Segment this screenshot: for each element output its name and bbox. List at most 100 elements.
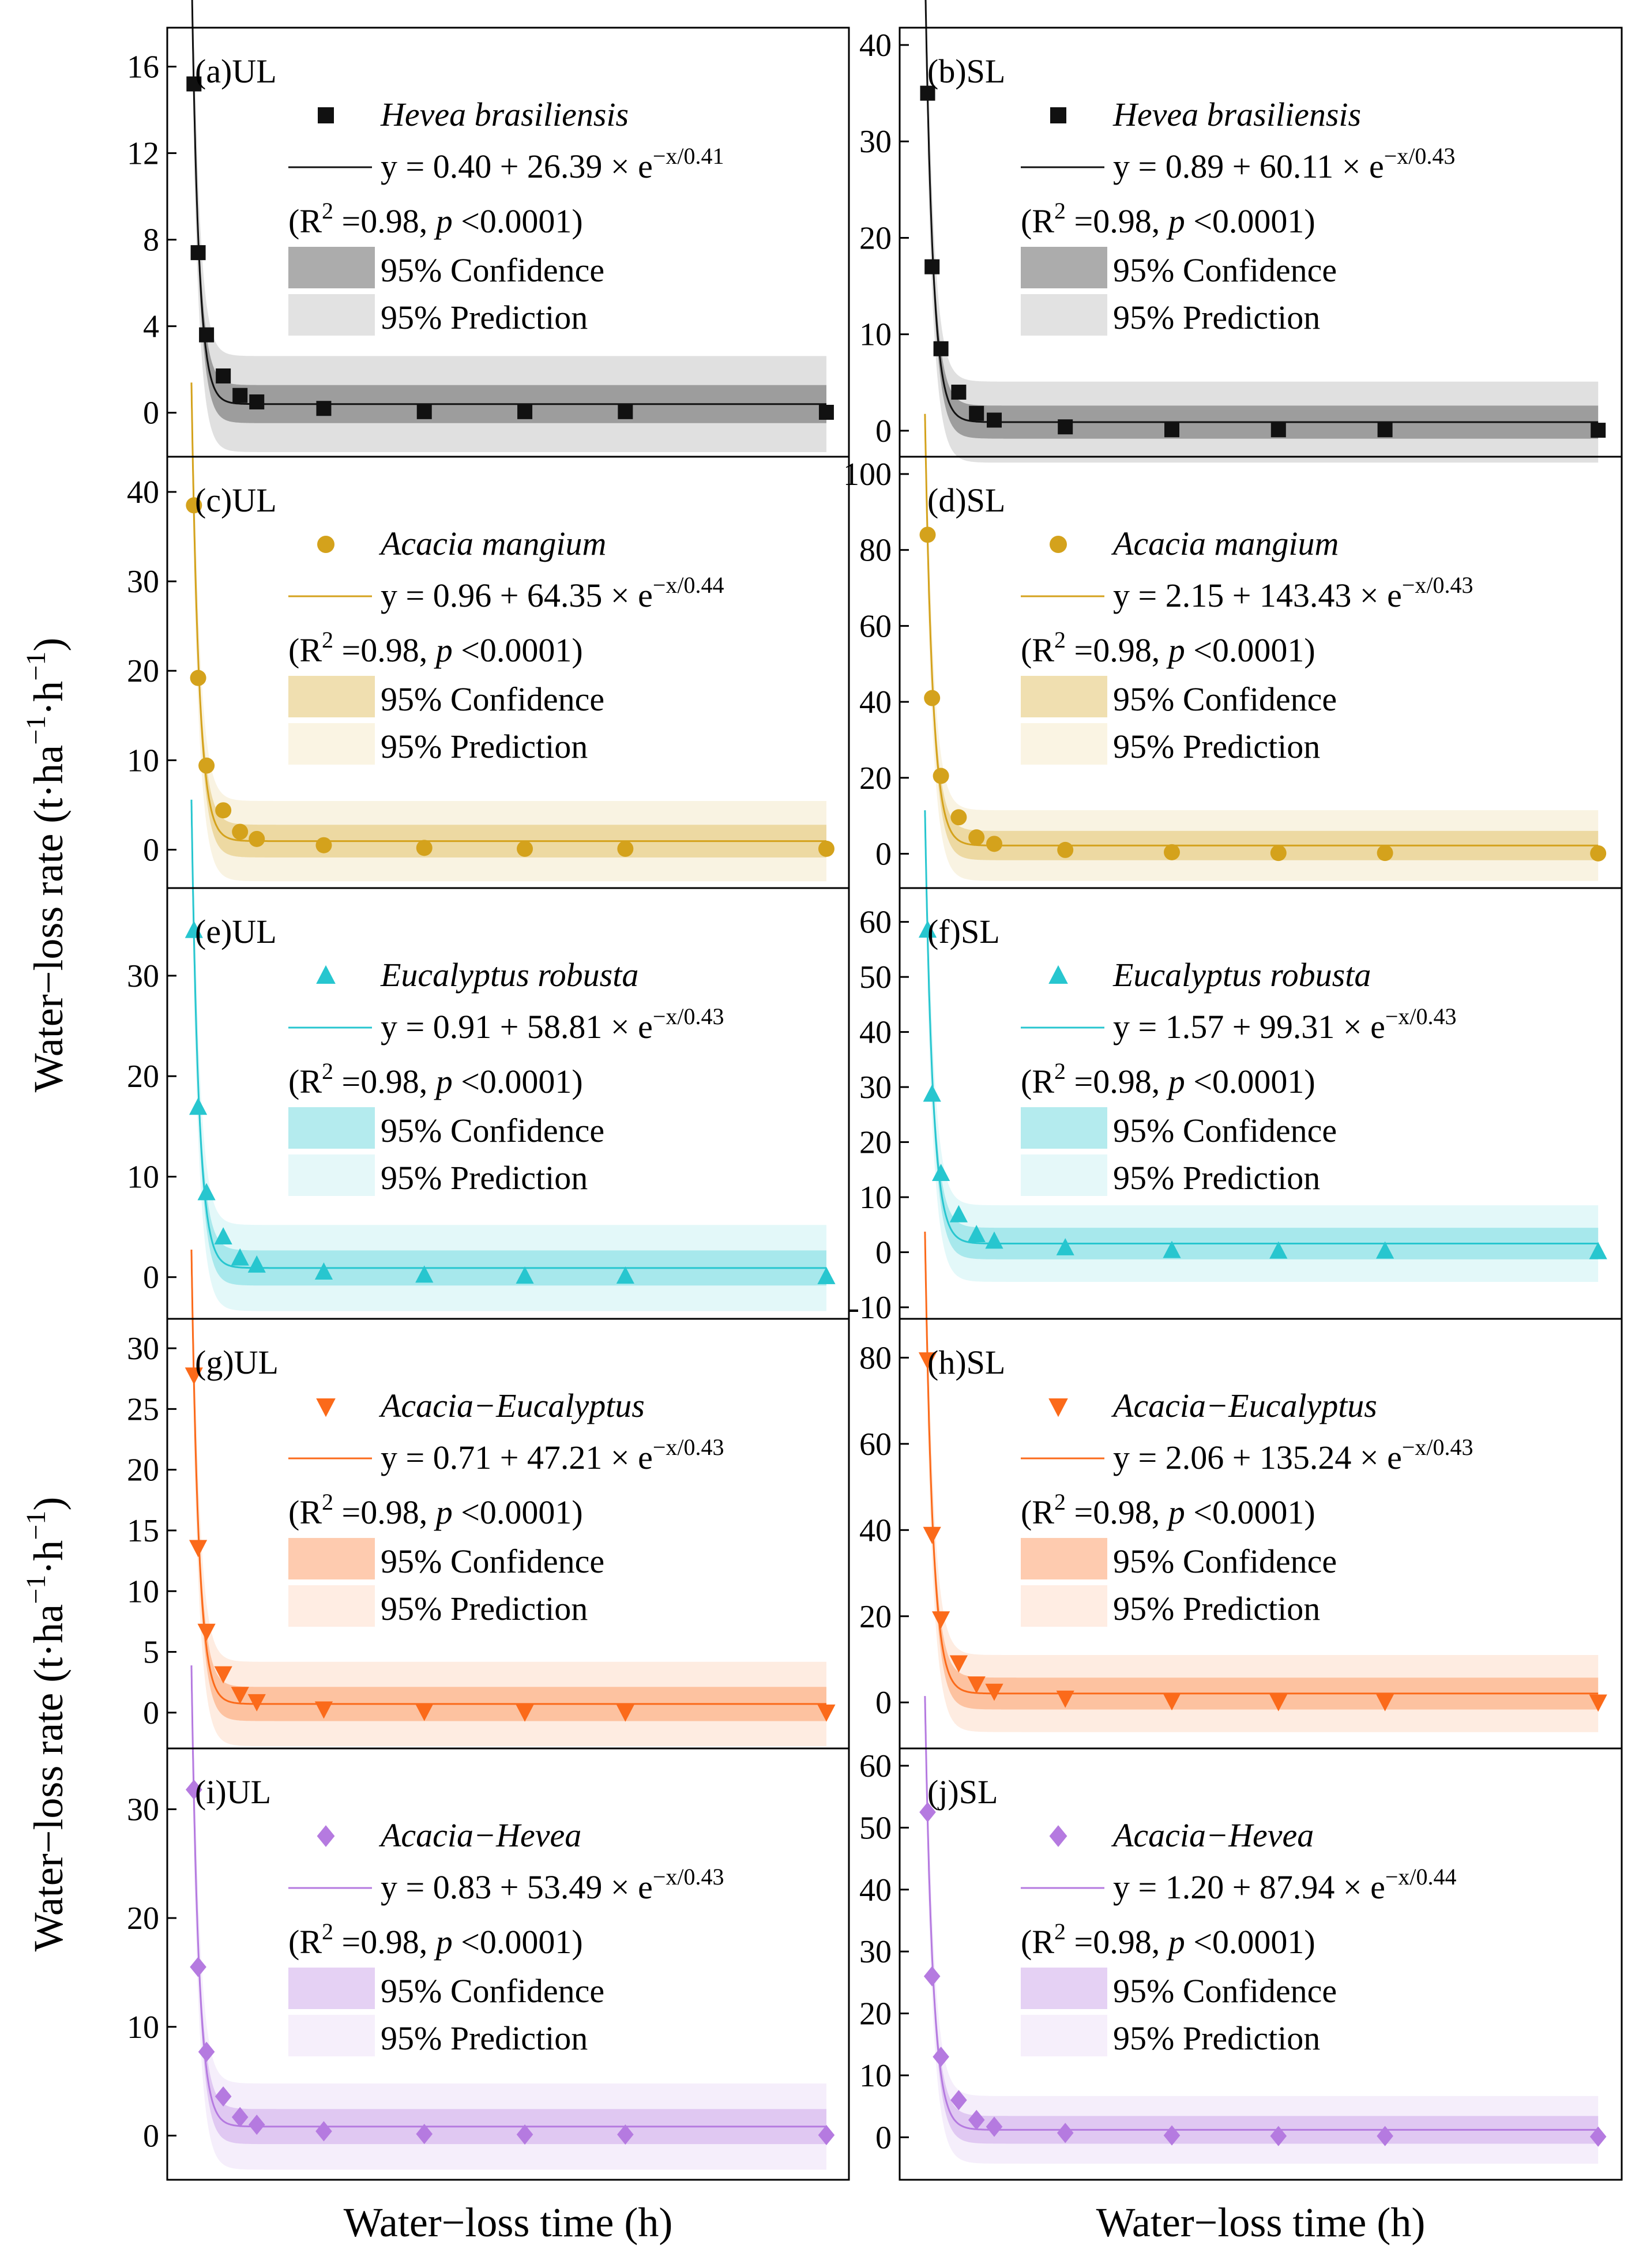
panel-label: (j)SL	[927, 1773, 998, 1811]
confidence-swatch	[288, 676, 375, 717]
y-tick-label: 0	[875, 836, 892, 872]
legend-marker	[1048, 1398, 1068, 1417]
y-tick-label: 40	[859, 1872, 892, 1908]
prediction-swatch	[1021, 294, 1107, 336]
data-point	[924, 690, 941, 706]
data-point	[215, 2086, 232, 2107]
data-point	[416, 404, 432, 419]
data-point	[918, 920, 937, 938]
panel-label: (a)UL	[195, 52, 277, 90]
y-tick-label: 0	[143, 396, 159, 431]
data-point	[950, 809, 967, 826]
prediction-label: 95% Prediction	[1113, 1159, 1320, 1197]
y-tick-label: 5	[143, 1635, 159, 1671]
panel-fsl: -10 0 10 20 30 40 50 60 (f)SL Eucalyptus robusta y…	[848, 810, 1623, 1326]
data-point	[1270, 2126, 1287, 2146]
data-point	[1056, 1238, 1074, 1255]
confidence-band	[194, 74, 826, 423]
species-name: Acacia−Hevea	[378, 1816, 581, 1854]
panel-label: (f)SL	[927, 913, 1000, 950]
data-point	[923, 1084, 941, 1102]
data-point	[968, 2109, 985, 2130]
fit-statistics: (R2 =0.98, p <0.0001)	[1021, 1058, 1315, 1100]
y-tick-label: 40	[127, 475, 159, 510]
panel-label: (c)UL	[195, 482, 277, 519]
y-tick-label: 4	[143, 309, 159, 345]
panel-dsl: 0 20 40 60 80 100 (d)SL Acacia mangium y = 2.15 …	[843, 413, 1623, 889]
data-point	[1057, 2123, 1074, 2143]
y-tick-label: 60	[859, 1427, 892, 1462]
fit-line	[924, 810, 1599, 1244]
data-point	[985, 1683, 1003, 1701]
confidence-swatch	[1021, 1107, 1107, 1149]
data-point	[416, 2124, 433, 2145]
data-point	[986, 836, 1002, 852]
data-point	[919, 526, 936, 543]
data-point	[949, 1655, 968, 1673]
data-point	[189, 1540, 208, 1558]
data-point	[967, 1225, 986, 1242]
data-point	[517, 840, 533, 857]
data-point	[1376, 1241, 1394, 1259]
y-tick-label: 20	[859, 761, 892, 796]
panel-label: (h)SL	[927, 1344, 1005, 1381]
y-tick-label: 10	[127, 2010, 159, 2045]
y-tick-label: 0	[143, 1260, 159, 1296]
data-point	[932, 1611, 950, 1629]
fit-statistics: (R2 =0.98, p <0.0001)	[1021, 1919, 1315, 1961]
fit-equation: y = 0.89 + 60.11 × e−x/0.43	[1113, 143, 1455, 185]
confidence-swatch	[288, 1107, 375, 1149]
data-point	[516, 2124, 533, 2145]
data-point	[197, 1183, 216, 1201]
prediction-swatch	[1021, 1154, 1107, 1196]
y-tick-label: 50	[859, 960, 892, 995]
plot-frame	[166, 1747, 850, 2181]
confidence-swatch	[288, 247, 375, 288]
y-tick-label: 10	[127, 1574, 159, 1609]
data-point	[1589, 1694, 1607, 1712]
y-tick-label: 20	[127, 1453, 159, 1488]
fit-statistics: (R2 =0.98, p <0.0001)	[288, 1489, 583, 1531]
data-point	[1163, 1240, 1181, 1258]
confidence-label: 95% Confidence	[1113, 1112, 1337, 1149]
y-tick-label: 20	[859, 1125, 892, 1161]
prediction-label: 95% Prediction	[1113, 2019, 1320, 2057]
fit-equation: y = 0.83 + 53.49 × e−x/0.43	[381, 1864, 724, 1906]
data-point	[1589, 1242, 1607, 1259]
y-tick-label: 60	[859, 608, 892, 644]
y-axis-title-lower: Water−loss rate (t·ha−1·h−1)	[21, 1497, 72, 1952]
data-point	[987, 412, 1002, 428]
plot-frame	[899, 1747, 1623, 2181]
data-point	[1163, 1693, 1181, 1711]
y-tick-label: 0	[875, 1235, 892, 1271]
prediction-swatch	[288, 2015, 375, 2056]
y-tick-label: 40	[859, 684, 892, 720]
data-point	[1269, 1241, 1288, 1259]
data-point	[923, 1526, 941, 1544]
data-point	[817, 1266, 836, 1284]
data-point	[1057, 841, 1074, 858]
prediction-swatch	[1021, 1585, 1107, 1627]
y-tick-label: 16	[127, 50, 159, 85]
legend-marker	[317, 1825, 335, 1847]
y-tick-label: 30	[859, 1934, 892, 1970]
fit-equation: y = 0.91 + 58.81 × e−x/0.43	[381, 1003, 724, 1045]
data-point	[817, 1704, 836, 1722]
fit-equation: y = 0.71 + 47.21 × e−x/0.43	[381, 1434, 724, 1476]
legend-marker	[316, 965, 336, 984]
species-name: Hevea brasiliensis	[1112, 96, 1361, 133]
data-point	[933, 768, 949, 784]
data-point	[231, 2107, 249, 2127]
y-tick-label: 10	[127, 743, 159, 778]
data-point	[949, 1205, 968, 1223]
data-point	[1163, 2125, 1181, 2146]
fit-equation: y = 0.96 + 64.35 × e−x/0.44	[381, 572, 724, 614]
y-tick-label: 60	[859, 905, 892, 941]
data-point	[249, 830, 265, 847]
y-tick-label: 50	[859, 1810, 892, 1846]
data-point	[517, 404, 533, 419]
data-point	[186, 497, 202, 514]
species-name: Acacia mangium	[1111, 525, 1339, 562]
fit-statistics: (R2 =0.98, p <0.0001)	[288, 1058, 583, 1100]
y-tick-label: 30	[127, 958, 159, 994]
